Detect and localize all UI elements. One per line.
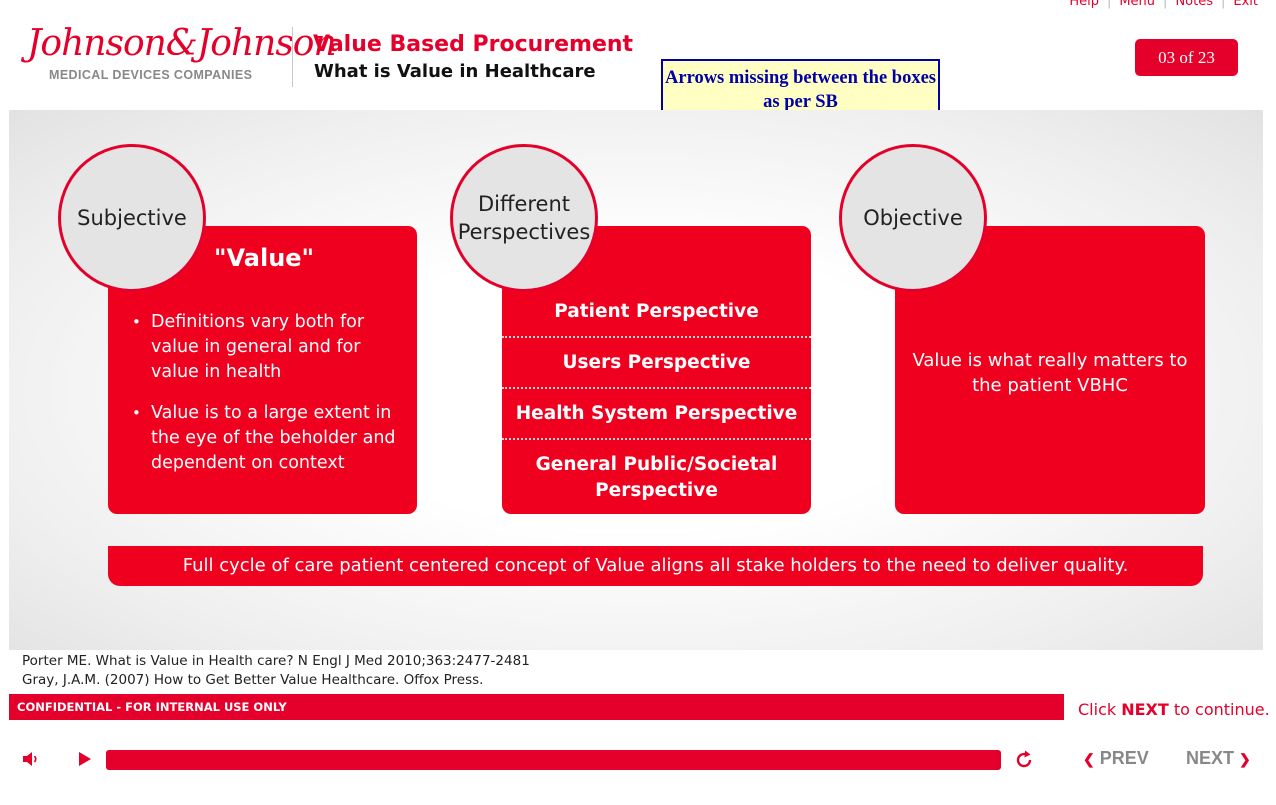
next-label: NEXT <box>1186 748 1235 768</box>
separator: | <box>1163 0 1168 9</box>
perspectives-label-line1: Different <box>477 192 571 216</box>
summary-banner: Full cycle of care patient centered conc… <box>108 546 1203 586</box>
subjective-label: Subjective <box>77 206 187 230</box>
prev-button[interactable]: ❮ PREV <box>1083 748 1149 769</box>
help-link[interactable]: Help <box>1069 0 1099 9</box>
hint-post: to continue. <box>1168 700 1270 719</box>
hint-next: NEXT <box>1121 700 1169 719</box>
header-divider <box>292 27 293 87</box>
replay-icon[interactable] <box>1013 749 1035 776</box>
brand-logo: Johnson&Johnson MEDICAL DEVICES COMPANIE… <box>27 22 337 82</box>
reference-item: Gray, J.A.M. (2007) How to Get Better Va… <box>22 672 484 688</box>
perspective-item: Patient Perspective <box>502 287 811 338</box>
play-icon[interactable] <box>76 749 94 774</box>
references: Porter ME. What is Value in Health care?… <box>22 652 530 690</box>
subjective-circle: Subjective <box>58 144 206 292</box>
perspectives-list: Patient Perspective Users Perspective He… <box>502 287 811 504</box>
progress-bar[interactable] <box>106 750 1001 770</box>
brand-subtitle: MEDICAL DEVICES COMPANIES <box>49 68 253 82</box>
brand-script: Johnson&Johnson <box>27 23 337 64</box>
objective-circle: Objective <box>839 144 987 292</box>
notes-link[interactable]: Notes <box>1175 0 1213 9</box>
reference-item: Porter ME. What is Value in Health care?… <box>22 653 530 669</box>
exit-link[interactable]: Exit <box>1233 0 1258 9</box>
objective-text: Value is what really matters to the pati… <box>912 350 1188 396</box>
bullet-item: • Value is to a large extent in the eye … <box>132 401 402 476</box>
value-heading: "Value" <box>214 244 315 272</box>
bullet-item: • Definitions vary both for value in gen… <box>132 310 402 385</box>
perspective-item: General Public/Societal Perspective <box>535 454 778 501</box>
objective-label: Objective <box>863 206 963 230</box>
page-title: Value Based Procurement <box>313 32 634 57</box>
perspectives-label-line2: Perspectives <box>457 220 591 244</box>
perspective-item: Users Perspective <box>502 338 811 389</box>
bullet-dot-icon: • <box>132 313 141 331</box>
bullet-text: Value is to a large extent in the eye of… <box>151 403 396 473</box>
perspective-item: Health System Perspective <box>502 389 811 440</box>
speaker-icon[interactable] <box>21 749 41 774</box>
perspectives-circle: Different Perspectives <box>450 144 598 292</box>
click-next-hint: Click NEXT to continue. <box>1078 700 1270 719</box>
bullet-text: Definitions vary both for value in gener… <box>151 312 365 382</box>
hint-pre: Click <box>1078 700 1122 719</box>
subjective-bullets: • Definitions vary both for value in gen… <box>132 310 402 492</box>
review-note: Arrows missing between the boxes as per … <box>661 59 940 120</box>
chevron-right-icon: ❯ <box>1239 751 1251 767</box>
page-subtitle: What is Value in Healthcare <box>314 61 596 82</box>
bullet-dot-icon: • <box>132 404 141 422</box>
top-links: Help | Menu | Notes | Exit <box>1069 0 1258 9</box>
separator: | <box>1220 0 1226 9</box>
chevron-left-icon: ❮ <box>1083 751 1095 767</box>
slide-counter: 03 of 23 <box>1135 39 1238 76</box>
prev-label: PREV <box>1099 748 1149 768</box>
progress-fill <box>106 750 1001 770</box>
menu-link[interactable]: Menu <box>1119 0 1156 9</box>
confidential-bar: CONFIDENTIAL - FOR INTERNAL USE ONLY <box>9 694 1064 720</box>
next-button[interactable]: NEXT ❯ <box>1186 748 1251 769</box>
separator: | <box>1106 0 1112 9</box>
